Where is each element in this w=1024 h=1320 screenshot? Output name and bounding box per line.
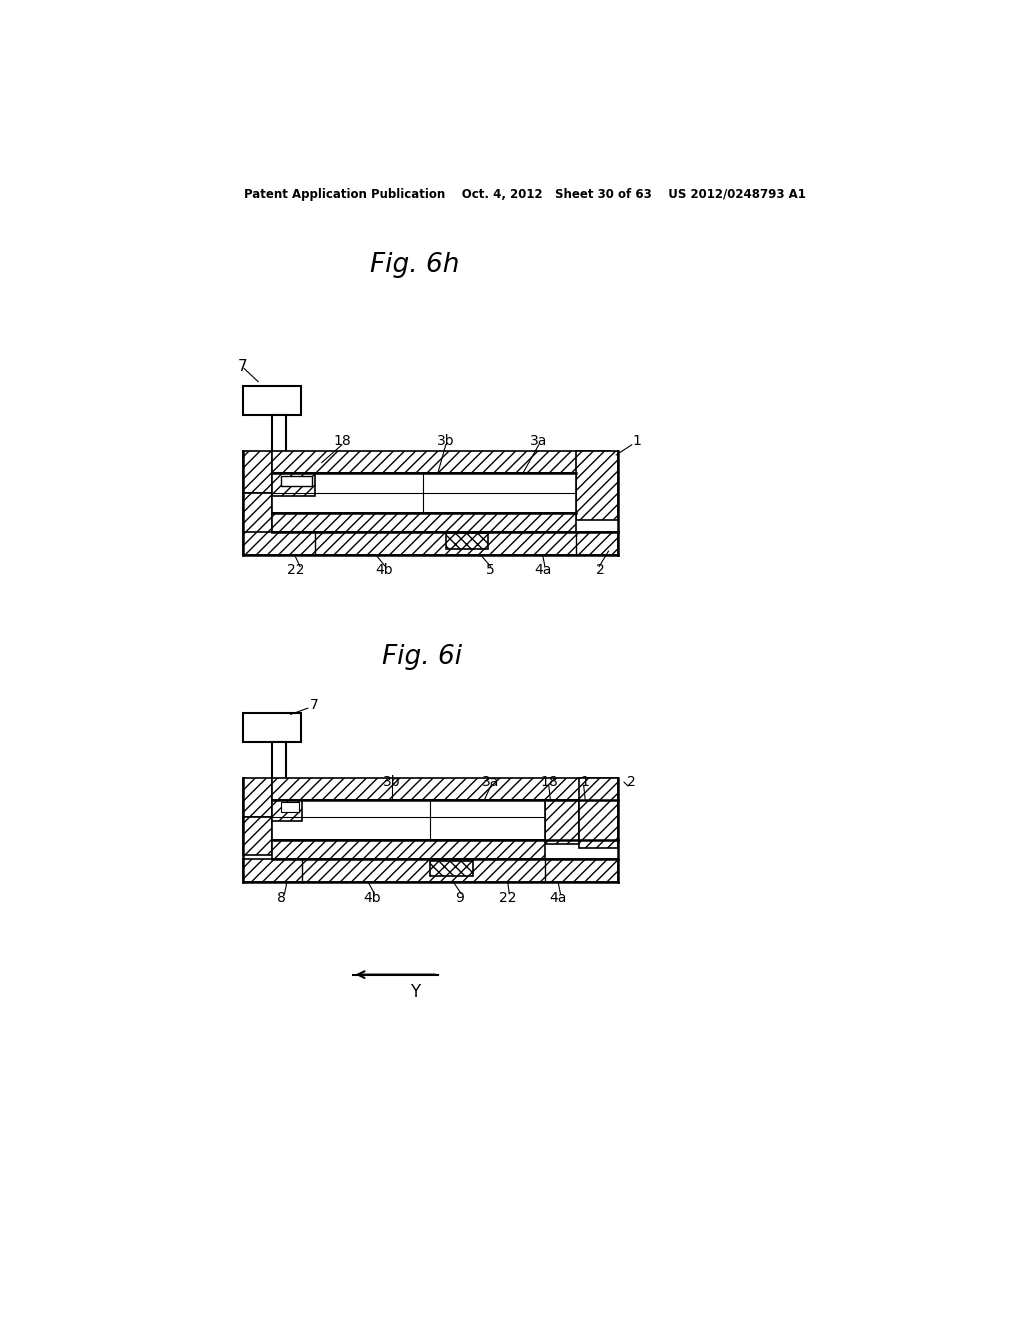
Text: 4a: 4a — [550, 891, 567, 904]
Text: 2: 2 — [596, 564, 605, 577]
Bar — [445, 533, 488, 549]
Text: 5: 5 — [486, 564, 495, 577]
Text: 4b: 4b — [364, 891, 381, 904]
Bar — [272, 512, 575, 532]
Text: 22: 22 — [288, 564, 305, 577]
Bar — [272, 779, 617, 800]
Bar — [243, 859, 617, 882]
Bar — [575, 451, 617, 520]
Text: 1: 1 — [581, 775, 590, 789]
Bar — [272, 840, 545, 859]
Text: 7: 7 — [309, 698, 318, 711]
Text: Fig. 6h: Fig. 6h — [370, 252, 460, 277]
Bar — [243, 713, 301, 742]
Bar — [272, 800, 545, 840]
Text: 9: 9 — [456, 891, 464, 904]
Text: 4b: 4b — [375, 564, 392, 577]
Text: 7: 7 — [238, 359, 248, 374]
Text: 3a: 3a — [482, 775, 500, 789]
Bar — [243, 532, 617, 554]
Text: 3a: 3a — [530, 434, 548, 447]
Bar — [243, 817, 272, 855]
Bar — [430, 861, 473, 876]
Bar — [243, 385, 301, 414]
Bar — [281, 803, 299, 812]
Text: 22: 22 — [499, 891, 516, 904]
Bar — [243, 779, 272, 817]
Text: 2: 2 — [628, 775, 636, 789]
Bar — [272, 451, 610, 473]
Text: 18: 18 — [540, 775, 558, 789]
Text: 18: 18 — [333, 434, 351, 447]
Text: 3b: 3b — [437, 434, 455, 447]
Bar — [272, 742, 286, 792]
Text: 3b: 3b — [383, 775, 400, 789]
Bar — [281, 475, 311, 487]
Bar — [545, 800, 579, 843]
Text: Y: Y — [410, 982, 420, 1001]
Bar — [579, 779, 617, 847]
Bar — [272, 473, 314, 496]
Bar — [243, 494, 272, 536]
Text: 1: 1 — [633, 434, 642, 447]
Text: Fig. 6i: Fig. 6i — [382, 644, 463, 671]
Bar — [272, 800, 302, 821]
Text: 8: 8 — [278, 891, 286, 904]
Bar — [243, 451, 272, 494]
Bar — [272, 473, 575, 512]
Bar — [272, 414, 286, 465]
Text: 4a: 4a — [534, 564, 551, 577]
Text: Patent Application Publication    Oct. 4, 2012   Sheet 30 of 63    US 2012/02487: Patent Application Publication Oct. 4, 2… — [244, 187, 806, 201]
